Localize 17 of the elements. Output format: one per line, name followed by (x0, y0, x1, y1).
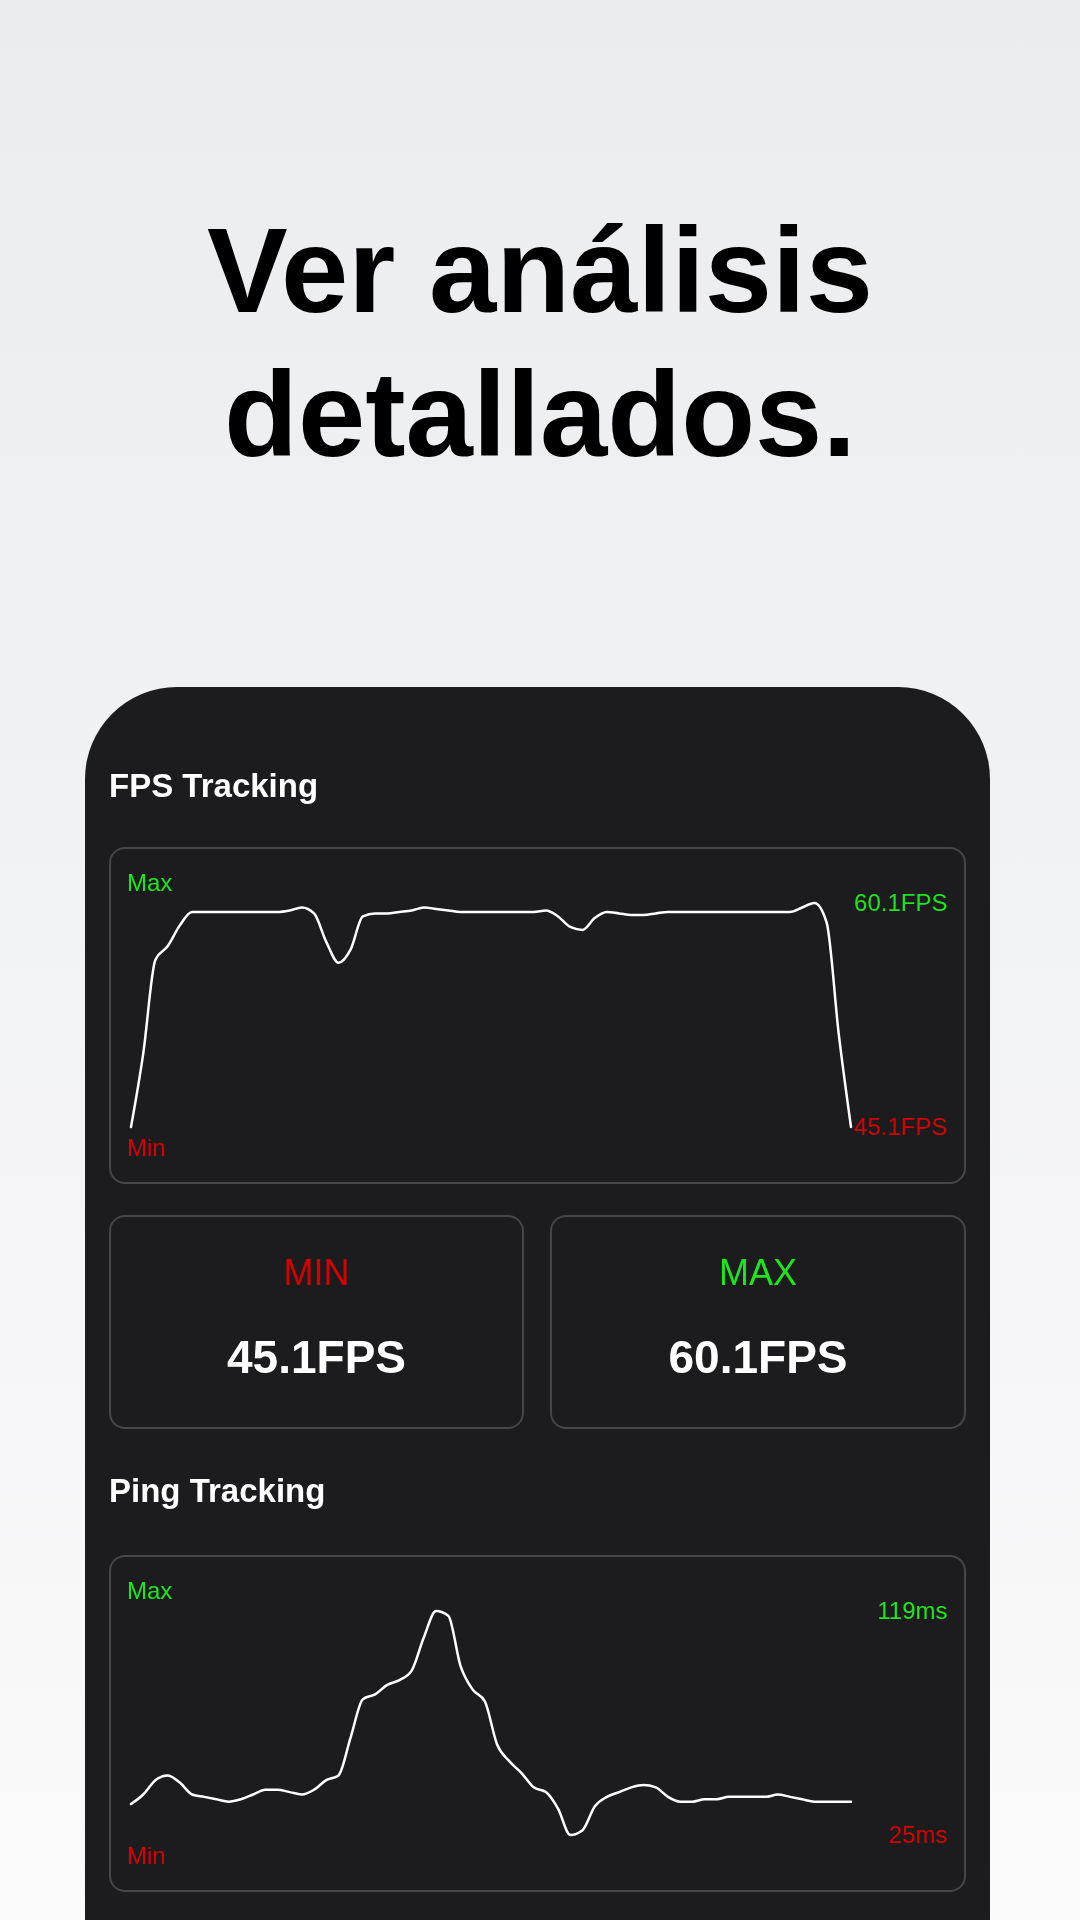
line-series (129, 1609, 853, 1837)
y-tick-label: 25ms (888, 1820, 948, 1848)
y-tick-label: 119ms (877, 1596, 948, 1624)
y-tick-label: 60.1FPS (854, 888, 948, 916)
text: 45.1FPS (227, 1330, 406, 1384)
text: Min (127, 1134, 166, 1162)
text: Ver análisis detallados. (206, 201, 874, 484)
text: Max (127, 869, 173, 897)
text: Max (127, 1577, 173, 1605)
text: MAX (718, 1252, 797, 1293)
line-series (129, 901, 853, 1129)
y-tick-label: 45.1FPS (854, 1112, 948, 1140)
text: Min (127, 1842, 166, 1870)
chart-title: FPS Tracking (109, 766, 319, 806)
text: MIN (283, 1252, 350, 1293)
chart-title: Ping Tracking (109, 1471, 326, 1511)
text: 60.1FPS (668, 1330, 848, 1384)
